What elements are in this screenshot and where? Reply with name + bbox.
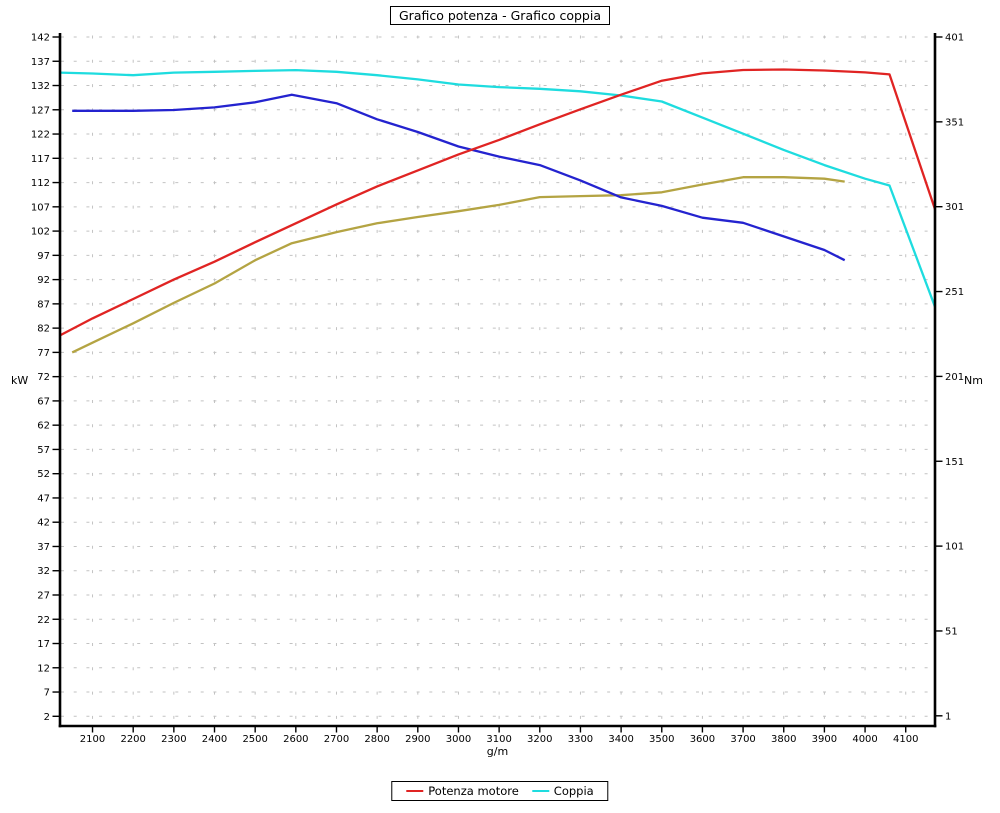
chart-title: Grafico potenza - Grafico coppia bbox=[398, 8, 602, 23]
tick-label-y-left: 107 bbox=[31, 202, 50, 213]
plot-svg: 2712172227323742475257626772778287929710… bbox=[11, 33, 983, 759]
tick-label-y-left: 17 bbox=[37, 639, 50, 650]
tick-label-y-right: 1 bbox=[945, 711, 951, 722]
tick-label-y-left: 137 bbox=[31, 57, 50, 68]
axis-label-x: g/m bbox=[487, 745, 508, 758]
tick-label-y-left: 102 bbox=[31, 227, 50, 238]
tick-label-x: 4000 bbox=[852, 734, 877, 745]
tick-label-x: 2500 bbox=[242, 734, 267, 745]
tick-label-x: 2700 bbox=[324, 734, 349, 745]
tick-label-y-left: 127 bbox=[31, 105, 50, 116]
tick-label-y-left: 47 bbox=[37, 493, 50, 504]
tick-label-x: 3400 bbox=[608, 734, 633, 745]
legend-label-potenza-motore: Potenza motore bbox=[428, 784, 519, 798]
tick-label-x: 3800 bbox=[771, 734, 796, 745]
series-curve-olive bbox=[71, 176, 845, 354]
tick-label-y-left: 12 bbox=[37, 663, 50, 674]
tick-label-x: 3500 bbox=[649, 734, 674, 745]
tick-label-x: 4100 bbox=[893, 734, 918, 745]
tick-label-x: 3300 bbox=[568, 734, 593, 745]
legend-item-potenza-motore: Potenza motore bbox=[406, 784, 519, 798]
tick-label-y-left: 62 bbox=[37, 421, 50, 432]
tick-label-x: 2300 bbox=[161, 734, 186, 745]
tick-label-y-left: 22 bbox=[37, 615, 50, 626]
tick-label-y-left: 27 bbox=[37, 590, 50, 601]
tick-label-y-left: 7 bbox=[44, 688, 50, 699]
chart-title-box: Grafico potenza - Grafico coppia bbox=[389, 6, 611, 25]
tick-label-y-left: 97 bbox=[37, 251, 50, 262]
tick-label-y-right: 151 bbox=[945, 457, 964, 468]
tick-label-y-left: 112 bbox=[31, 178, 50, 189]
series-potenza-motore bbox=[59, 68, 937, 337]
tick-label-y-right: 101 bbox=[945, 542, 964, 553]
axis-label-kw: kW bbox=[11, 374, 28, 387]
tick-label-y-left: 82 bbox=[37, 324, 50, 335]
tick-label-y-left: 87 bbox=[37, 299, 50, 310]
tick-label-y-left: 77 bbox=[37, 348, 50, 359]
tick-label-y-left: 132 bbox=[31, 81, 50, 92]
legend-box: Potenza motore Coppia bbox=[391, 781, 609, 801]
tick-label-y-left: 57 bbox=[37, 445, 50, 456]
tick-label-y-right: 51 bbox=[945, 626, 958, 637]
tick-label-x: 3700 bbox=[730, 734, 755, 745]
series-coppia bbox=[59, 68, 937, 308]
tick-label-x: 2400 bbox=[202, 734, 227, 745]
tick-label-x: 3000 bbox=[446, 734, 471, 745]
tick-label-y-left: 122 bbox=[31, 130, 50, 141]
tick-label-y-left: 52 bbox=[37, 469, 50, 480]
tick-label-x: 2600 bbox=[283, 734, 308, 745]
tick-label-x: 3900 bbox=[812, 734, 837, 745]
tick-label-y-left: 42 bbox=[37, 518, 50, 529]
tick-label-y-left: 2 bbox=[44, 712, 50, 723]
tick-label-y-left: 67 bbox=[37, 396, 50, 407]
tick-label-y-right: 351 bbox=[945, 117, 964, 128]
series-curve-blue bbox=[72, 93, 846, 262]
tick-label-y-right: 251 bbox=[945, 287, 964, 298]
legend-swatch-coppia bbox=[531, 789, 549, 793]
tick-label-x: 3200 bbox=[527, 734, 552, 745]
tick-label-x: 2900 bbox=[405, 734, 430, 745]
tick-label-y-left: 92 bbox=[37, 275, 50, 286]
tick-label-x: 2800 bbox=[364, 734, 389, 745]
tick-label-y-right: 401 bbox=[945, 33, 964, 44]
tick-label-y-left: 32 bbox=[37, 566, 50, 577]
legend-swatch-potenza-motore bbox=[406, 789, 424, 793]
tick-label-y-right: 201 bbox=[945, 372, 964, 383]
axis-label-nm: Nm bbox=[964, 374, 983, 387]
tick-label-x: 2100 bbox=[80, 734, 105, 745]
tick-label-x: 3600 bbox=[690, 734, 715, 745]
tick-label-y-left: 142 bbox=[31, 33, 50, 44]
tick-label-x: 2200 bbox=[120, 734, 145, 745]
tick-label-y-left: 117 bbox=[31, 154, 50, 165]
tick-label-y-left: 37 bbox=[37, 542, 50, 553]
tick-label-y-right: 301 bbox=[945, 202, 964, 213]
legend-item-coppia: Coppia bbox=[531, 784, 594, 798]
tick-label-x: 3100 bbox=[486, 734, 511, 745]
tick-label-y-left: 72 bbox=[37, 372, 50, 383]
legend-label-coppia: Coppia bbox=[553, 784, 594, 798]
